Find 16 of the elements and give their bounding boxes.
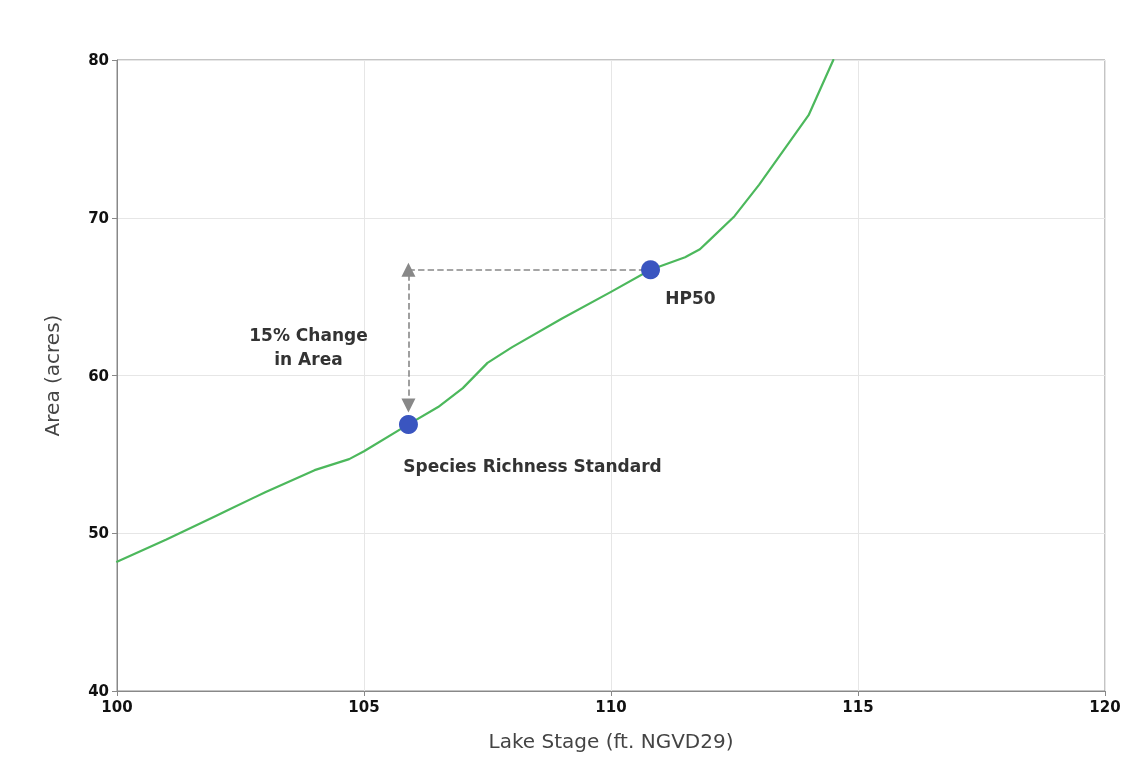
x-axis-title: Lake Stage (ft. NGVD29) <box>488 729 734 753</box>
x-tick-label: 105 <box>348 697 380 716</box>
y-axis-title: Area (acres) <box>40 314 64 437</box>
x-tick-label: 110 <box>595 697 627 716</box>
y-tick-label: 70 <box>88 208 109 227</box>
annotation: Species Richness Standard <box>403 456 662 477</box>
x-tick-label: 115 <box>842 697 874 716</box>
y-tick-label: 60 <box>88 366 109 385</box>
annotation: HP50 <box>665 287 716 308</box>
y-tick-label: 40 <box>88 682 109 700</box>
y-tick-label: 50 <box>88 524 109 543</box>
x-tick-label: 100 <box>101 697 133 716</box>
line-series <box>115 58 835 563</box>
annotation: 15% Change in Area <box>249 325 368 370</box>
y-tick-label: 80 <box>88 51 109 69</box>
x-tick-label: 120 <box>1089 697 1121 716</box>
